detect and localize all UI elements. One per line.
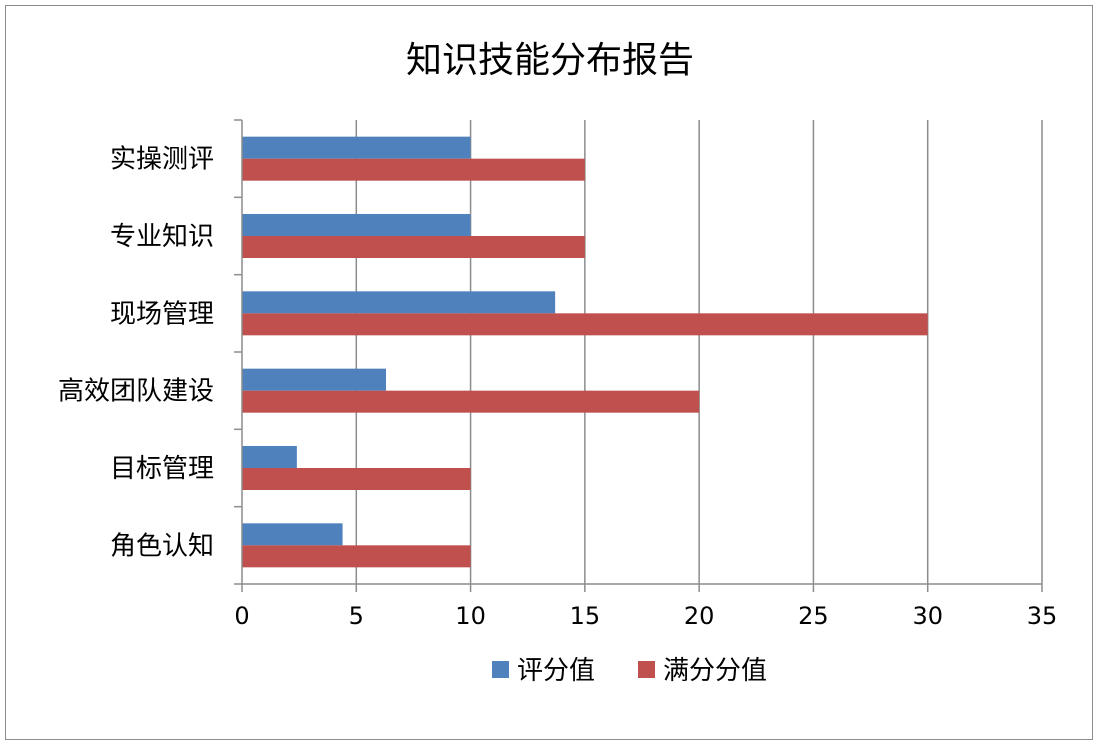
x-tick-label: 10 bbox=[455, 602, 486, 630]
bars bbox=[242, 136, 928, 568]
chart-title: 知识技能分布报告 bbox=[406, 40, 694, 81]
legend: 评分值 满分分值 bbox=[492, 656, 767, 686]
bar-score-4 bbox=[242, 446, 297, 468]
x-tick-label: 20 bbox=[684, 602, 715, 630]
bar-full-3 bbox=[242, 390, 700, 413]
bar-score-0 bbox=[242, 136, 471, 159]
legend-label-0: 评分值 bbox=[517, 656, 595, 686]
category-label: 角色认知 bbox=[110, 531, 214, 561]
category-label: 专业知识 bbox=[110, 222, 214, 252]
x-tick-label: 0 bbox=[234, 602, 249, 630]
tick-labels: 0 5 10 15 20 25 30 35 bbox=[234, 602, 1057, 630]
bar-score-1 bbox=[242, 214, 471, 236]
bar-score-2 bbox=[242, 291, 556, 314]
gridlines bbox=[355, 120, 1043, 584]
chart-frame bbox=[5, 5, 1093, 740]
bar-score-3 bbox=[242, 368, 386, 391]
bar-full-2 bbox=[242, 313, 928, 336]
legend-swatch-1 bbox=[638, 661, 655, 678]
bar-full-5 bbox=[242, 545, 471, 568]
category-label: 目标管理 bbox=[110, 454, 214, 484]
category-label: 高效团队建设 bbox=[58, 377, 214, 407]
x-tick-label: 5 bbox=[349, 602, 364, 630]
x-tick-label: 30 bbox=[912, 602, 943, 630]
legend-swatch-0 bbox=[492, 661, 509, 678]
x-tick-label: 25 bbox=[798, 602, 829, 630]
category-label: 现场管理 bbox=[110, 299, 214, 329]
bar-full-4 bbox=[242, 468, 471, 490]
axes bbox=[234, 119, 1043, 592]
legend-label-1: 满分分值 bbox=[663, 656, 767, 686]
x-tick-label: 15 bbox=[570, 602, 601, 630]
x-tick-label: 35 bbox=[1027, 602, 1058, 630]
bar-full-0 bbox=[242, 158, 585, 181]
category-label: 实操测评 bbox=[110, 145, 214, 175]
bar-full-1 bbox=[242, 236, 585, 258]
bar-score-5 bbox=[242, 523, 343, 546]
